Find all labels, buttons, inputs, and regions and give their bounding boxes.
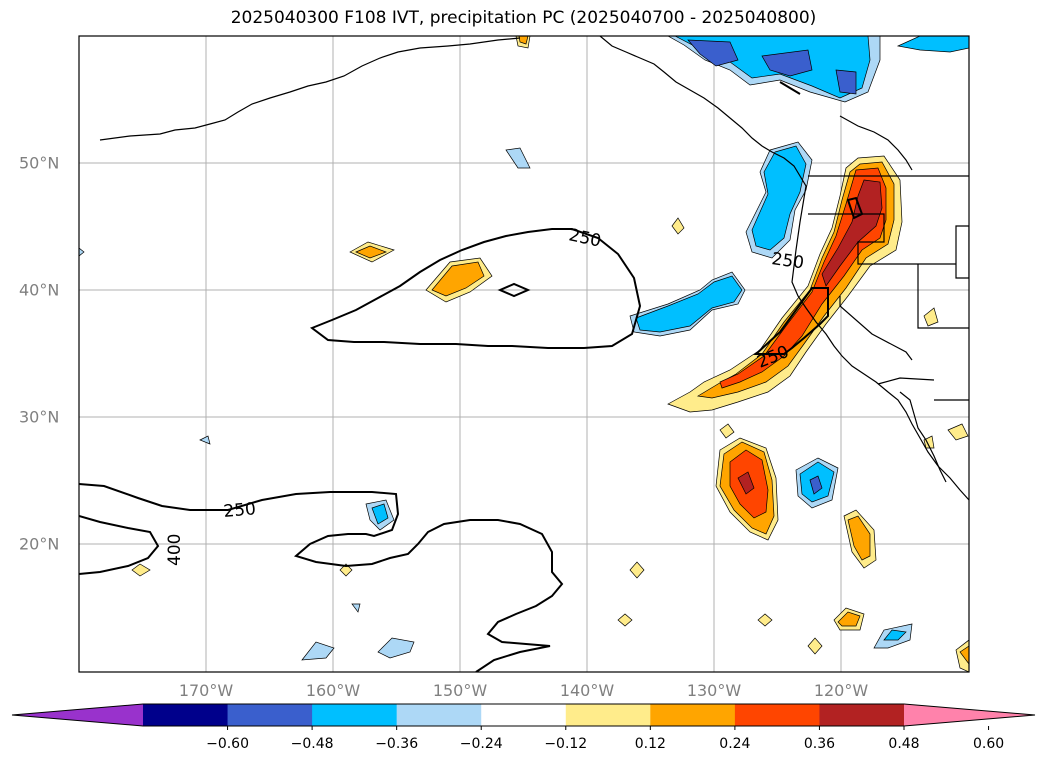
contour-label: 250 [567, 225, 603, 251]
longitude-label: 120°W [813, 681, 869, 700]
latitude-label: 20°N [19, 534, 60, 554]
colorbar-tick-label: 0.60 [972, 736, 1005, 752]
contour-label: 250 [223, 499, 257, 522]
colorbar-tick-label: 0.36 [803, 736, 836, 752]
colorbar-extend-high [904, 704, 1035, 726]
map-frame [78, 35, 970, 673]
colorbar [11, 703, 1036, 730]
colorbar-tick-label: −0.36 [375, 736, 419, 752]
longitude-label: 130°W [686, 681, 742, 700]
colorbar-tick-label: −0.48 [290, 736, 334, 752]
longitude-label: 170°W [178, 681, 234, 700]
latitude-label: 30°N [19, 407, 60, 427]
graticule [79, 36, 969, 672]
colorbar-tick-label: −0.24 [459, 736, 503, 752]
colorbar-box [565, 704, 651, 726]
longitude-label: 140°W [559, 681, 615, 700]
colorbar-tick-label: −0.12 [544, 736, 588, 752]
ivt-contours [79, 81, 864, 672]
colorbar-box [396, 704, 482, 726]
negative-anomaly-areas [79, 36, 969, 661]
colorbar-tick-label: 0.24 [719, 736, 751, 752]
map-title: 2025040300 F108 IVT, precipitation PC (2… [230, 8, 817, 28]
contour-label: 250 [770, 249, 805, 273]
colorbar-box [734, 704, 820, 726]
colorbar-tick-label: 0.12 [634, 736, 666, 752]
colorbar-box [650, 704, 736, 726]
contour-label: 400 [165, 534, 185, 566]
positive-anomaly-areas [131, 36, 969, 672]
colorbar-box [312, 704, 398, 726]
colorbar-box [143, 704, 229, 726]
coastlines [99, 36, 969, 501]
latitude-label: 50°N [19, 153, 60, 173]
longitude-label: 160°W [305, 681, 361, 700]
colorbar-box [481, 704, 567, 726]
colorbar-extend-low [12, 704, 143, 726]
colorbar-box [819, 704, 905, 726]
latitude-label: 40°N [19, 280, 60, 300]
colorbar-tick-label: 0.48 [888, 736, 920, 752]
colorbar-box [227, 704, 313, 726]
colorbar-outline [11, 703, 1036, 727]
longitude-label: 150°W [432, 681, 488, 700]
colorbar-tick-label: −0.60 [206, 736, 249, 752]
